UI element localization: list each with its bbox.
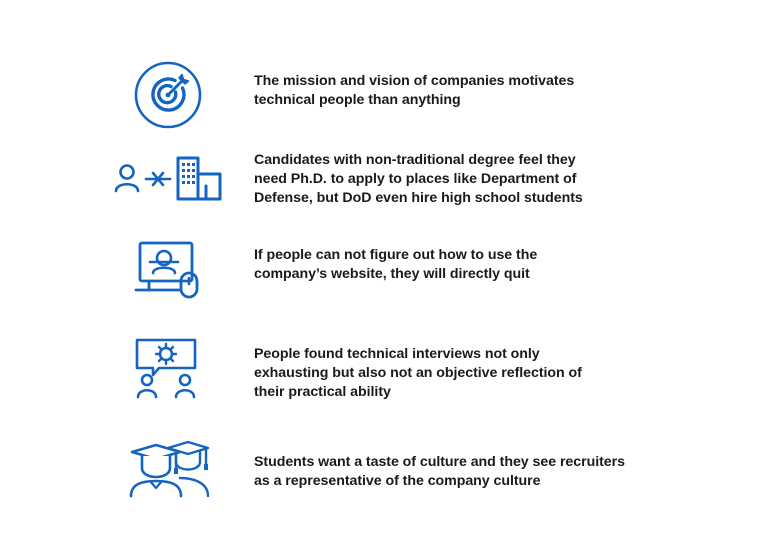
graduates-icon xyxy=(128,440,210,498)
item-text-line: exhausting but also not an objective ref… xyxy=(254,365,582,381)
item-text-line: Defense, but DoD even hire high school s… xyxy=(254,190,583,206)
interview-chat-icon xyxy=(133,337,203,399)
item-text-line: their practical ability xyxy=(254,384,391,400)
item-text-line: technical people than anything xyxy=(254,92,461,108)
item-text-line: People found technical interviews not on… xyxy=(254,346,540,362)
item-text-line: company’s website, they will directly qu… xyxy=(254,266,530,282)
item-text-line: If people can not figure out how to use … xyxy=(254,247,538,263)
item-text-candidates: Candidates with non-traditional degree f… xyxy=(254,151,583,208)
item-text-website: If people can not figure out how to use … xyxy=(254,246,537,284)
item-text-line: as a representative of the company cultu… xyxy=(254,473,541,489)
item-text-line: Students want a taste of culture and the… xyxy=(254,454,625,470)
candidate-building-icon xyxy=(113,155,223,201)
item-text-mission: The mission and vision of companies moti… xyxy=(254,72,574,110)
item-text-line: The mission and vision of companies moti… xyxy=(254,73,575,89)
item-text-line: Candidates with non-traditional degree f… xyxy=(254,152,576,168)
item-text-interviews: People found technical interviews not on… xyxy=(254,345,582,402)
item-text-students: Students want a taste of culture and the… xyxy=(254,453,625,491)
website-monitor-mouse-icon xyxy=(133,240,203,300)
item-text-line: need Ph.D. to apply to places like Depar… xyxy=(254,171,577,187)
target-icon xyxy=(134,61,202,129)
